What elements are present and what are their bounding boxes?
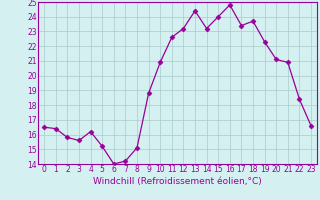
X-axis label: Windchill (Refroidissement éolien,°C): Windchill (Refroidissement éolien,°C) [93, 177, 262, 186]
